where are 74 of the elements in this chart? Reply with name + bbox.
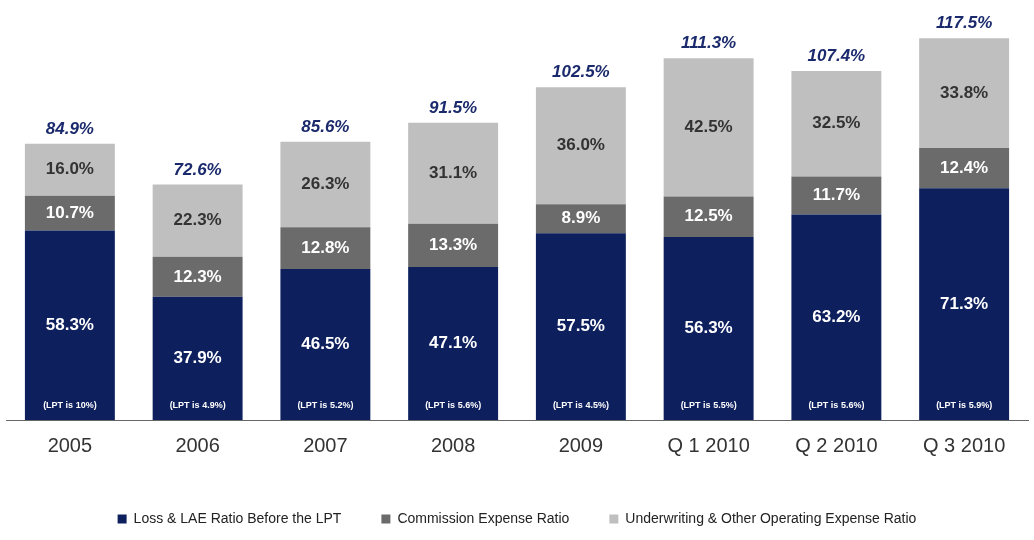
bar — [152, 184, 243, 257]
bar — [919, 38, 1010, 148]
total-label: 111.3% — [681, 33, 737, 53]
data-label: 31.1% — [429, 162, 478, 182]
x-tick-label: 2005 — [47, 433, 93, 456]
data-label: 56.3% — [684, 318, 733, 338]
data-label: 71.3% — [940, 293, 989, 313]
bar — [280, 227, 371, 269]
total-label: 72.6% — [173, 159, 222, 179]
bar — [919, 147, 1010, 189]
x-tick-label: 2009 — [558, 433, 604, 456]
bar — [663, 237, 754, 420]
data-label: 32.5% — [812, 113, 861, 133]
data-label: 37.9% — [173, 348, 222, 368]
bar — [408, 122, 499, 224]
data-label: 12.4% — [940, 157, 989, 177]
total-label: 107.4% — [807, 46, 866, 66]
data-label: 36.0% — [556, 135, 605, 155]
total-label: 85.6% — [301, 116, 350, 136]
data-label: 10.7% — [45, 202, 94, 222]
data-label: 42.5% — [684, 117, 733, 137]
legend-label: Underwriting & Other Operating Expense Ratio — [625, 509, 917, 526]
bar — [791, 70, 882, 177]
annotation: (LPT is 5.9%) — [936, 400, 993, 411]
data-label: 33.8% — [940, 82, 989, 102]
bar — [535, 87, 626, 205]
bar — [663, 196, 754, 238]
bar — [152, 256, 243, 297]
legend-label: Commission Expense Ratio — [397, 509, 570, 526]
annotation: (LPT is 5.6%) — [808, 400, 865, 411]
annotation: (LPT is 4.9%) — [169, 400, 226, 411]
annotation: (LPT is 5.2%) — [297, 400, 354, 411]
annotation: (LPT is 5.5%) — [680, 400, 737, 411]
bar — [280, 268, 371, 420]
data-label: 16.0% — [45, 159, 94, 179]
bar — [280, 141, 371, 228]
total-label: 102.5% — [552, 62, 610, 82]
x-tick-label: 2007 — [303, 433, 348, 456]
data-label: 22.3% — [173, 210, 222, 230]
bar — [24, 143, 115, 196]
bar — [408, 266, 499, 420]
data-label: 13.3% — [429, 235, 478, 254]
bar — [535, 233, 626, 420]
data-label: 47.1% — [429, 333, 478, 353]
data-label: 8.9% — [561, 208, 601, 228]
bar — [152, 296, 243, 420]
annotation: (LPT is 10%) — [43, 400, 97, 411]
data-label: 11.7% — [812, 185, 861, 205]
x-tick-label: Q 1 2010 — [667, 433, 750, 456]
annotation: (LPT is 5.6%) — [425, 400, 482, 411]
annotation: (LPT is 4.5%) — [552, 400, 609, 411]
bar — [24, 195, 115, 231]
bar — [24, 230, 115, 420]
bar — [663, 58, 754, 197]
data-label: 26.3% — [301, 174, 350, 194]
data-label: 63.2% — [812, 306, 861, 326]
data-label: 12.8% — [301, 237, 350, 257]
bar — [408, 223, 499, 267]
data-label: 57.5% — [556, 316, 605, 336]
data-label: 12.5% — [684, 206, 733, 226]
x-tick-label: Q 3 2010 — [922, 433, 1006, 456]
legend-label: Loss & LAE Ratio Before the LPT — [133, 509, 342, 526]
total-label: 117.5% — [935, 13, 993, 33]
total-label: 84.9% — [45, 118, 94, 138]
data-label: 58.3% — [45, 314, 94, 334]
x-tick-label: 2006 — [175, 433, 220, 456]
data-label: 46.5% — [301, 334, 350, 354]
bar — [791, 214, 882, 420]
total-label: 91.5% — [429, 97, 478, 117]
bar — [791, 176, 882, 215]
x-tick-label: 2008 — [430, 433, 476, 456]
bar — [919, 188, 1010, 420]
x-tick-label: Q 2 2010 — [795, 433, 878, 456]
data-label: 12.3% — [173, 266, 222, 286]
